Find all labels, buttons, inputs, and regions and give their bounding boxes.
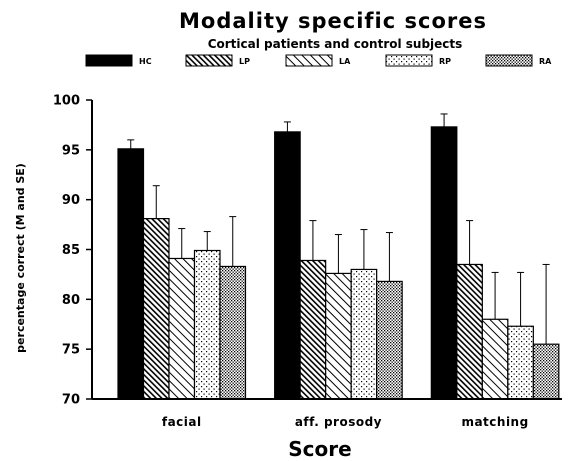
legend-swatch xyxy=(85,54,133,67)
bar xyxy=(219,265,247,400)
bar xyxy=(456,263,483,400)
y-tick-label: 90 xyxy=(62,193,80,208)
y-axis: 70 75 80 85 90 95 100 xyxy=(53,94,93,408)
y-tick-label: 75 xyxy=(62,343,80,358)
y-tick-label: 100 xyxy=(53,94,80,109)
chart-subtitle: Cortical patients and control subjects xyxy=(208,37,463,51)
bar xyxy=(532,343,560,400)
legend-label: LA xyxy=(339,57,351,66)
bar xyxy=(481,318,509,400)
y-tick-label: 80 xyxy=(62,293,80,308)
legend-swatch xyxy=(385,54,433,67)
bar xyxy=(142,218,170,400)
legend-swatch xyxy=(285,54,333,67)
legend-label: RA xyxy=(539,57,552,66)
legend-swatch xyxy=(485,54,533,67)
x-tick-label: aff. prosody xyxy=(295,415,382,429)
legend-label: RP xyxy=(439,57,451,66)
bar xyxy=(376,280,403,400)
bar xyxy=(507,325,534,400)
bars xyxy=(117,113,560,400)
y-tick-label: 85 xyxy=(62,243,80,258)
chart-title: Modality specific scores xyxy=(179,9,487,33)
x-axis-label: Score xyxy=(288,437,351,461)
bar xyxy=(168,257,196,400)
bar xyxy=(430,126,458,400)
y-tick-label: 95 xyxy=(62,143,80,158)
y-tick-label: 70 xyxy=(62,393,80,408)
bar xyxy=(117,148,145,400)
bar xyxy=(350,268,378,400)
legend-label: HC xyxy=(139,57,152,66)
bar xyxy=(325,272,352,400)
bar xyxy=(193,249,221,400)
x-tick-label: facial xyxy=(162,415,202,429)
legend-swatch xyxy=(185,54,233,67)
x-axis: facial aff. prosody matching xyxy=(92,398,562,429)
x-tick-label: matching xyxy=(461,415,528,429)
bar xyxy=(274,131,301,400)
bar xyxy=(299,259,327,400)
legend: HC LP LA RP RA xyxy=(85,54,552,67)
y-axis-label: percentage correct (M and SE) xyxy=(14,163,27,353)
legend-label: LP xyxy=(239,57,250,66)
